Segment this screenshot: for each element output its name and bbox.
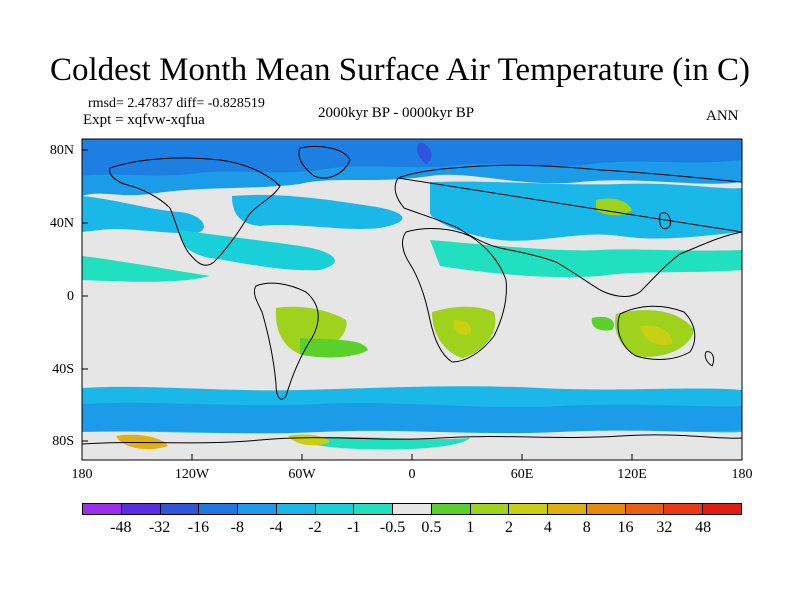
- antarctic-warm-center: [288, 434, 330, 446]
- colorbar-tick-label: -8: [230, 519, 244, 536]
- arctic-strong-cooling: [417, 142, 432, 164]
- colorbar-tick-label: 0.5: [421, 519, 442, 536]
- north-america-coast: [109, 157, 281, 266]
- colorbar-tick-label: -16: [187, 519, 210, 536]
- x-tick-label: 120W: [174, 467, 210, 482]
- japan-coast: [659, 212, 671, 230]
- eurasia-band: [430, 181, 742, 241]
- x-tick-label: 180: [71, 467, 93, 482]
- colorbar-swatch: [509, 504, 549, 514]
- australia-coast: [617, 305, 696, 360]
- experiment-label: Expt = xqfvw-xqfua: [83, 112, 205, 128]
- y-tick-label: 80S: [52, 434, 74, 449]
- colorbar-swatch: [199, 504, 239, 514]
- europe-asia-coast: [394, 164, 743, 297]
- colorbar-swatch: [315, 504, 355, 514]
- colorbar-swatch: [548, 504, 587, 514]
- stats-label: rmsd= 2.47837 diff= -0.828519: [88, 96, 265, 111]
- africa-coast: [402, 228, 507, 363]
- new-zealand-coast: [704, 351, 715, 367]
- antarctic-cool-patches: [300, 436, 470, 450]
- y-tick-label: 0: [67, 289, 74, 304]
- x-tick-label: 60E: [510, 467, 534, 482]
- colorbar-tick-label: 16: [617, 519, 634, 536]
- southern-ocean-deeper: [82, 402, 742, 434]
- y-tick-label: 40N: [49, 216, 74, 231]
- tropical-pacific-band: [82, 256, 210, 282]
- x-tick-label: 60W: [288, 467, 316, 482]
- greenland-coast: [298, 146, 351, 179]
- asia-warm-patch: [596, 198, 632, 216]
- colorbar-swatch: [160, 504, 200, 514]
- season-label: ANN: [706, 108, 739, 124]
- colorbar-tick-label: 4: [543, 519, 552, 536]
- colorbar-tick-label: 8: [582, 519, 591, 536]
- axis-ticks: [81, 149, 743, 460]
- north-america-band: [179, 230, 335, 271]
- colorbar: [82, 503, 742, 515]
- colorbar-tick-label: -2: [308, 519, 322, 536]
- south-america-coast: [253, 282, 319, 400]
- x-tick-label: 120E: [617, 467, 647, 482]
- colorbar-tick-label: -0.5: [379, 519, 406, 536]
- indian-ocean-warm: [591, 316, 614, 331]
- x-tick-label: 0: [408, 467, 416, 482]
- colorbar-swatch: [664, 504, 704, 514]
- coastlines: [81, 146, 743, 445]
- colorbar-tick-label: -48: [110, 519, 132, 536]
- x-tick-label: 180: [731, 467, 753, 482]
- colorbar-swatch: [83, 504, 122, 514]
- australia-warm-2: [640, 325, 673, 346]
- colorbar-swatch: [238, 504, 277, 514]
- page-title: Coldest Month Mean Surface Air Temperatu…: [50, 52, 750, 88]
- north-pacific-band: [82, 196, 204, 233]
- antarctic-warm-left: [116, 434, 168, 450]
- colorbar-tick-label: 1: [466, 519, 475, 536]
- antarctica-coast: [81, 434, 743, 445]
- colorbar-tick-label: 2: [505, 519, 514, 536]
- colorbar-swatch: [586, 504, 626, 514]
- colorbar-swatch: [121, 504, 161, 514]
- africa-hotspot: [453, 319, 472, 336]
- colorbar-swatch: [354, 504, 394, 514]
- y-tick-label: 40S: [52, 362, 74, 377]
- colorbar-tick-label: -32: [148, 519, 171, 536]
- colorbar-tick-label: 48: [695, 519, 712, 536]
- colorbar-tick-label: -1: [347, 519, 361, 536]
- north-atlantic-band: [232, 194, 403, 229]
- period-label: 2000kyr BP - 0000kyr BP: [318, 105, 475, 121]
- colorbar-swatch: [276, 504, 316, 514]
- y-tick-label: 80N: [49, 143, 74, 158]
- colorbar-tick-label: 32: [656, 519, 673, 536]
- south-america-warm-2: [300, 338, 368, 358]
- colorbar-tick-label: -4: [269, 519, 283, 536]
- colorbar-swatch: [625, 504, 665, 514]
- colorbar-swatch: [703, 504, 742, 514]
- colorbar-swatch: [470, 504, 510, 514]
- colorbar-swatch: [431, 504, 471, 514]
- colorbar-swatch: [393, 504, 432, 514]
